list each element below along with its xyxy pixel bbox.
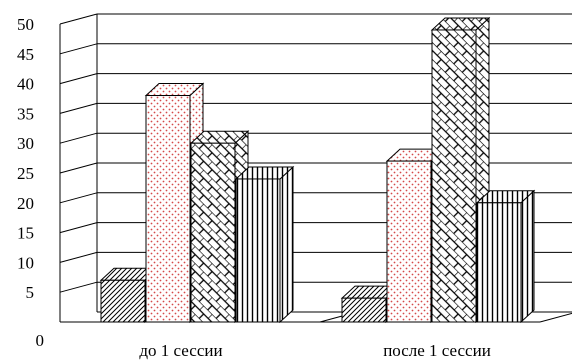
gridline-side <box>59 251 98 263</box>
gridline-side <box>59 43 98 55</box>
bar-front <box>235 178 281 323</box>
y-tick-label: 40 <box>17 75 34 94</box>
gridline-side <box>59 192 98 204</box>
labels: 0 5 10 15 20 25 30 35 40 45 50 до 1 сессии после 1 с… <box>17 15 491 360</box>
bar <box>234 165 295 324</box>
x-category-label: после 1 сессии <box>383 341 491 360</box>
gridline-side <box>59 281 98 293</box>
bars <box>99 16 536 324</box>
bar <box>475 189 536 324</box>
gridline-side <box>59 73 98 85</box>
gridline-side <box>59 132 98 144</box>
bar-front <box>476 202 522 323</box>
bar-front <box>386 160 432 323</box>
bar-front <box>145 95 191 323</box>
y-tick-label: 5 <box>26 283 35 302</box>
y-tick-label: 0 <box>36 331 45 350</box>
bar <box>430 16 491 324</box>
y-tick-label: 15 <box>17 224 34 243</box>
bar-front <box>431 29 477 323</box>
bar-front <box>190 142 236 323</box>
x-category-label: до 1 сессии <box>139 341 222 360</box>
y-tick-label: 30 <box>17 134 34 153</box>
bar-side <box>279 165 294 324</box>
gridline-side <box>59 102 98 114</box>
floor-right-edge <box>539 312 572 323</box>
bar-front <box>100 279 146 323</box>
y-tick-label: 45 <box>17 45 34 64</box>
y-tick-label: 20 <box>17 194 34 213</box>
y-tick-label: 50 <box>17 15 34 34</box>
y-tick-label: 25 <box>17 164 34 183</box>
gridline-side <box>59 13 98 25</box>
y-tick-label: 10 <box>17 253 34 272</box>
bar <box>385 147 446 324</box>
gridline-side <box>59 222 98 234</box>
bar-side <box>520 189 535 324</box>
y-tick-label: 35 <box>17 104 34 123</box>
gridline-side <box>59 162 98 174</box>
bar-front <box>341 297 387 323</box>
